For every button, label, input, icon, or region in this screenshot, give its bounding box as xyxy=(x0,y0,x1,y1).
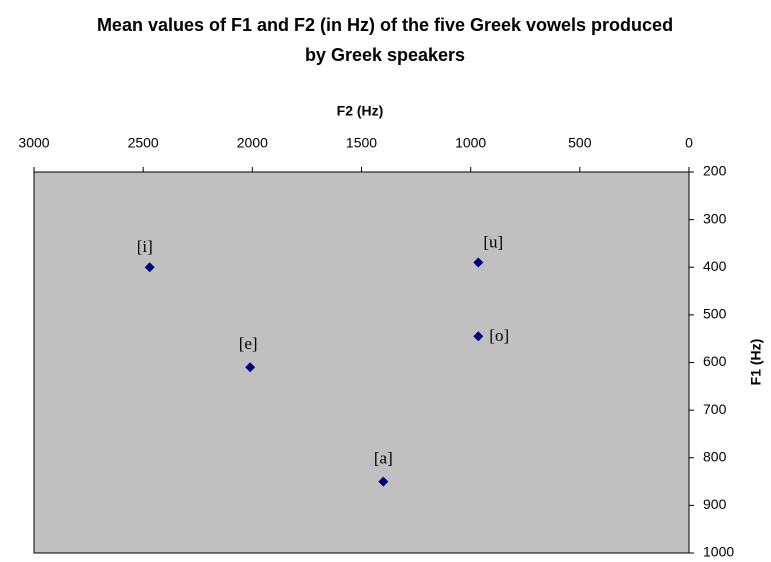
x-tick-label: 500 xyxy=(568,135,592,151)
y-tick-label: 400 xyxy=(703,258,727,274)
point xyxy=(144,262,155,273)
y-axis-label: F1 (Hz) xyxy=(748,339,764,386)
y-tick-label: 900 xyxy=(703,496,727,512)
point-label: [a] xyxy=(374,448,393,467)
y-tick-label: 1000 xyxy=(703,544,734,560)
y-tick-label: 300 xyxy=(703,210,727,226)
plot-area xyxy=(33,171,690,554)
point xyxy=(473,331,484,342)
x-tick-label: 1500 xyxy=(346,135,377,151)
y-tick-label: 600 xyxy=(703,353,727,369)
y-tick-label: 700 xyxy=(703,401,727,417)
point-label: [u] xyxy=(483,232,503,251)
point xyxy=(378,476,389,487)
chart-title: Mean values of F1 and F2 (in Hz) of the … xyxy=(96,15,674,65)
x-tick-label: 3000 xyxy=(18,135,49,151)
y-tick-label: 200 xyxy=(703,163,727,179)
x-tick-label: 0 xyxy=(685,135,693,151)
point xyxy=(245,362,256,373)
point-label: [o] xyxy=(489,326,509,345)
x-tick-label: 2000 xyxy=(237,135,268,151)
point-label: [i] xyxy=(137,237,153,256)
x-axis-label: F2 (Hz) xyxy=(337,103,384,119)
x-tick-label: 2500 xyxy=(128,135,159,151)
y-tick-label: 800 xyxy=(703,448,727,464)
x-tick-label: 1000 xyxy=(455,135,486,151)
point-label: [e] xyxy=(239,334,258,353)
y-tick-label: 500 xyxy=(703,306,727,322)
point xyxy=(473,257,484,268)
